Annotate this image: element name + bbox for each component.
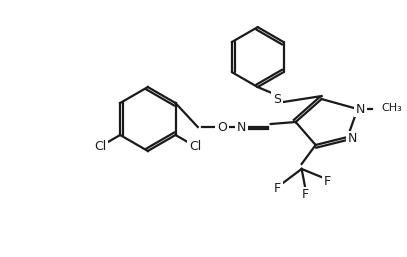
Text: Cl: Cl [94,140,107,153]
Text: F: F [324,176,331,188]
Text: O: O [217,121,227,133]
Text: N: N [356,103,365,116]
Text: S: S [273,93,281,106]
Text: N: N [348,133,357,145]
Text: Cl: Cl [189,140,201,153]
Text: CH₃: CH₃ [381,103,402,113]
Text: F: F [274,182,281,195]
Text: N: N [237,121,246,133]
Text: F: F [302,188,309,201]
